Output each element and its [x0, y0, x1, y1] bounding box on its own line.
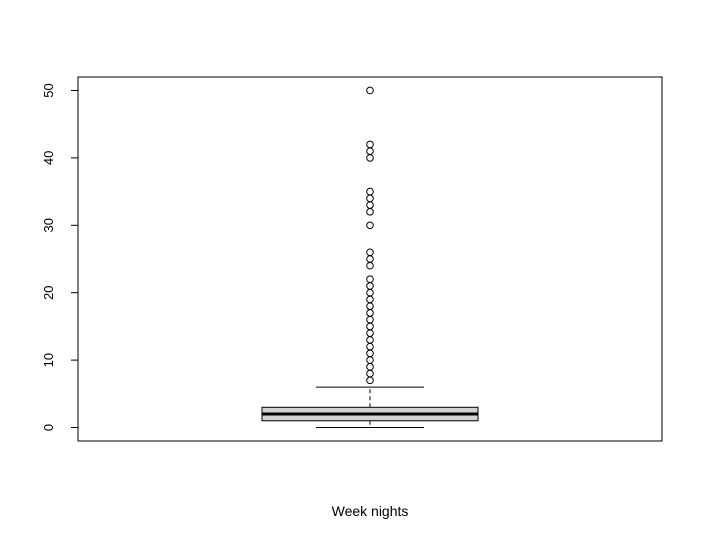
outlier-point-19	[366, 221, 374, 230]
outlier-point-25	[366, 147, 374, 155]
outlier-point-26	[366, 140, 374, 149]
y-tick-label-30: 30	[41, 218, 56, 232]
outlier-point-16	[366, 261, 374, 270]
outlier-points	[366, 86, 374, 385]
y-tick-label-50: 50	[41, 83, 56, 97]
outlier-point-17	[366, 255, 374, 263]
outlier-point-11	[366, 302, 374, 310]
outlier-point-21	[366, 201, 374, 209]
plot-frame	[77, 76, 663, 442]
y-tick-label-20: 20	[41, 285, 56, 299]
outlier-point-5	[366, 342, 374, 351]
outlier-point-6	[366, 336, 374, 344]
y-tick-label-40: 40	[41, 151, 56, 165]
outlier-point-3	[366, 356, 374, 364]
y-axis: 0 10 20 30 40 50	[41, 83, 79, 431]
outlier-point-23	[366, 187, 374, 196]
outlier-point-20	[366, 208, 374, 216]
x-axis-title: Week nights	[332, 503, 409, 519]
outlier-point-0	[366, 376, 374, 385]
outlier-point-18	[366, 248, 374, 257]
outlier-point-9	[366, 315, 374, 324]
outlier-point-10	[366, 309, 374, 317]
outlier-point-15	[366, 275, 374, 284]
outlier-point-27	[366, 86, 374, 95]
y-tick-label-0: 0	[41, 424, 56, 431]
outlier-point-24	[366, 154, 374, 162]
box-plot	[261, 386, 479, 429]
outlier-point-1	[366, 369, 374, 378]
y-tick-label-10: 10	[41, 353, 56, 367]
outlier-point-7	[366, 329, 374, 337]
outlier-point-14	[366, 282, 374, 290]
outlier-point-4	[366, 349, 374, 358]
outlier-point-22	[366, 194, 374, 203]
outlier-point-12	[366, 295, 374, 304]
outlier-point-13	[366, 288, 374, 297]
outlier-point-8	[366, 322, 374, 331]
outlier-point-2	[366, 363, 374, 371]
